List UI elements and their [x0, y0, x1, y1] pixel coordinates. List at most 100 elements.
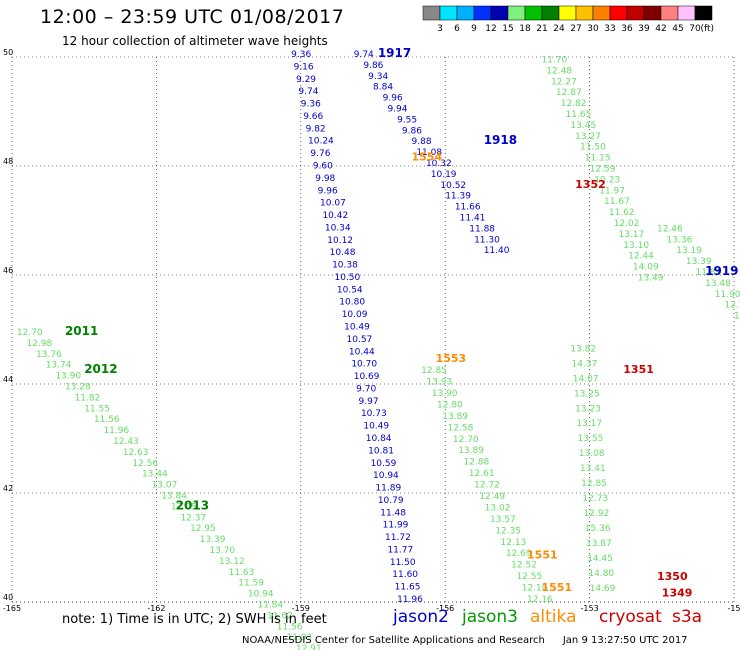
wave-height-label: 14.09: [633, 263, 659, 273]
wave-height-label: 13.90: [55, 372, 81, 382]
wave-height-label: 11.30: [474, 235, 500, 245]
track-value-label: 12.80: [437, 400, 463, 410]
wave-height-label: 11.39: [445, 192, 471, 202]
track-value-label: 12.73: [582, 494, 608, 504]
wave-height-label: 11.41: [460, 214, 486, 224]
wave-height-label: 11.65: [566, 110, 592, 120]
wave-height-label: 11.15: [585, 154, 611, 164]
x-tick-label: -159: [292, 604, 310, 613]
track-value-label: 12.35: [495, 526, 521, 536]
legend-cryosat: cryosat: [599, 607, 662, 627]
colorbar-tick-label: 33: [604, 24, 615, 34]
wave-height-label: 13.70: [209, 546, 235, 556]
legend-altika: altika: [530, 607, 577, 627]
wave-height-label: 12.73: [724, 301, 740, 311]
wave-height-label: 12.27: [551, 77, 577, 87]
track-value-label: 10.24: [308, 137, 334, 147]
colorbar-swatch: [507, 5, 526, 21]
colorbar-swatch: [575, 5, 594, 21]
track-value-label: 9.98: [315, 174, 335, 184]
y-tick-label: 42: [3, 484, 13, 493]
colorbar-swatch: [609, 5, 628, 21]
track-value-label: 12.49: [479, 492, 505, 502]
track-value-label: 13.89: [442, 412, 468, 422]
wave-height-label: 13.07: [152, 481, 178, 491]
wave-height-label: 11.88: [469, 224, 495, 234]
x-tick-label: -162: [147, 604, 165, 613]
colorbar-tick-label: 30: [587, 24, 599, 34]
colorbar-tick-label: 39: [638, 24, 650, 34]
wave-height-label: 11.56: [94, 415, 120, 425]
wave-height-label: 11.67: [604, 197, 630, 207]
track-value-label: 12.52: [511, 561, 537, 571]
track-value-label: 10.42: [322, 211, 348, 221]
track-value-label: 10.44: [349, 347, 375, 357]
pass-time-label: 1351: [623, 363, 654, 376]
colorbar-tick-label: 12: [485, 24, 496, 34]
wave-height-label: 12.87: [556, 88, 582, 98]
wave-height-label: 9.94: [387, 105, 407, 115]
colorbar-swatch: [677, 5, 696, 21]
wave-height-label: 13.39: [686, 257, 712, 267]
track-value-label: 13.90: [432, 389, 458, 399]
track-value-label: 10.09: [342, 310, 368, 320]
track-value-label: 14.80: [588, 569, 614, 579]
wave-height-label: 13.27: [575, 132, 601, 142]
track-value-label: 13.82: [570, 344, 596, 354]
wave-height-label: 11.55: [84, 404, 110, 414]
wave-height-label: 12.44: [628, 252, 654, 262]
wave-height-label: 13.12: [219, 557, 245, 567]
chart-subtitle: 12 hour collection of altimeter wave hei…: [62, 34, 328, 48]
track-value-label: 11.60: [392, 570, 418, 580]
track-value-label: 12.72: [474, 481, 500, 491]
track-value-label: 14.69: [590, 584, 616, 594]
x-tick-label: -15: [727, 604, 740, 613]
wave-height-label: 12.95: [190, 524, 216, 534]
pass-time-label: 1554: [412, 151, 443, 164]
wave-height-label: 13.48: [705, 279, 731, 289]
pass-time-label: 2011: [65, 324, 98, 338]
track-value-label: 10.38: [332, 261, 358, 271]
pass-time-label: 1917: [378, 46, 411, 60]
page-title: 12:00 – 23:59 UTC 01/08/2017: [40, 6, 345, 28]
wave-height-label: 13.44: [142, 470, 168, 480]
track-value-label: 11.96: [397, 595, 423, 605]
track-value-label: 10.12: [327, 236, 353, 246]
wave-height-label: 10.23: [594, 175, 620, 185]
pass-time-label: 1551: [541, 581, 572, 594]
track-value-label: 12.55: [516, 572, 542, 582]
y-tick-label: 44: [3, 375, 13, 384]
wave-height-label: 11.97: [599, 186, 625, 196]
track-value-label: 11.77: [387, 545, 413, 555]
track-value-label: 14.45: [587, 554, 613, 564]
legend-s3a: s3a: [672, 607, 703, 627]
colorbar-legend: 3 6 9 12 15 18 21 24 27 30 33 36 39 42 45 70 (ft): [422, 5, 714, 34]
track-value-label: 12.88: [463, 458, 489, 468]
wave-height-label: 12.02: [614, 219, 640, 229]
track-value-label: 10.48: [330, 248, 356, 258]
pass-time-label: 1918: [484, 133, 517, 147]
colorbar-swatch: [439, 5, 458, 21]
wave-height-label: 13.39: [200, 535, 226, 545]
track-value-label: 12.10: [522, 584, 548, 594]
wave-height-label: 11.50: [580, 143, 606, 153]
track-value-label: 12.61: [469, 469, 495, 479]
pass-time-label: 2013: [176, 498, 209, 512]
colorbar-tick-label: 3: [437, 24, 443, 34]
y-tick-label: 40: [3, 593, 13, 602]
track-value-label: 10.34: [325, 223, 351, 233]
track-value-label: 13.25: [574, 389, 600, 399]
colorbar-tick-label: 9: [471, 24, 477, 34]
wave-height-label: 12.63: [123, 448, 149, 458]
track-value-label: 9.82: [306, 124, 326, 134]
footer-credit: NOAA/NESDIS Center for Satellite Applica…: [242, 635, 688, 646]
pass-time-label: 1919: [705, 264, 738, 278]
track-value-label: 11.99: [383, 521, 409, 531]
colorbar-unit: (ft): [700, 24, 714, 34]
wave-height-label: 11.56: [277, 622, 303, 632]
track-value-label: 14.07: [573, 374, 599, 384]
colorbar-tick-label: 21: [536, 24, 547, 34]
colorbar-tick-label: 45: [672, 24, 683, 34]
track-value-label: 10.84: [366, 434, 392, 444]
